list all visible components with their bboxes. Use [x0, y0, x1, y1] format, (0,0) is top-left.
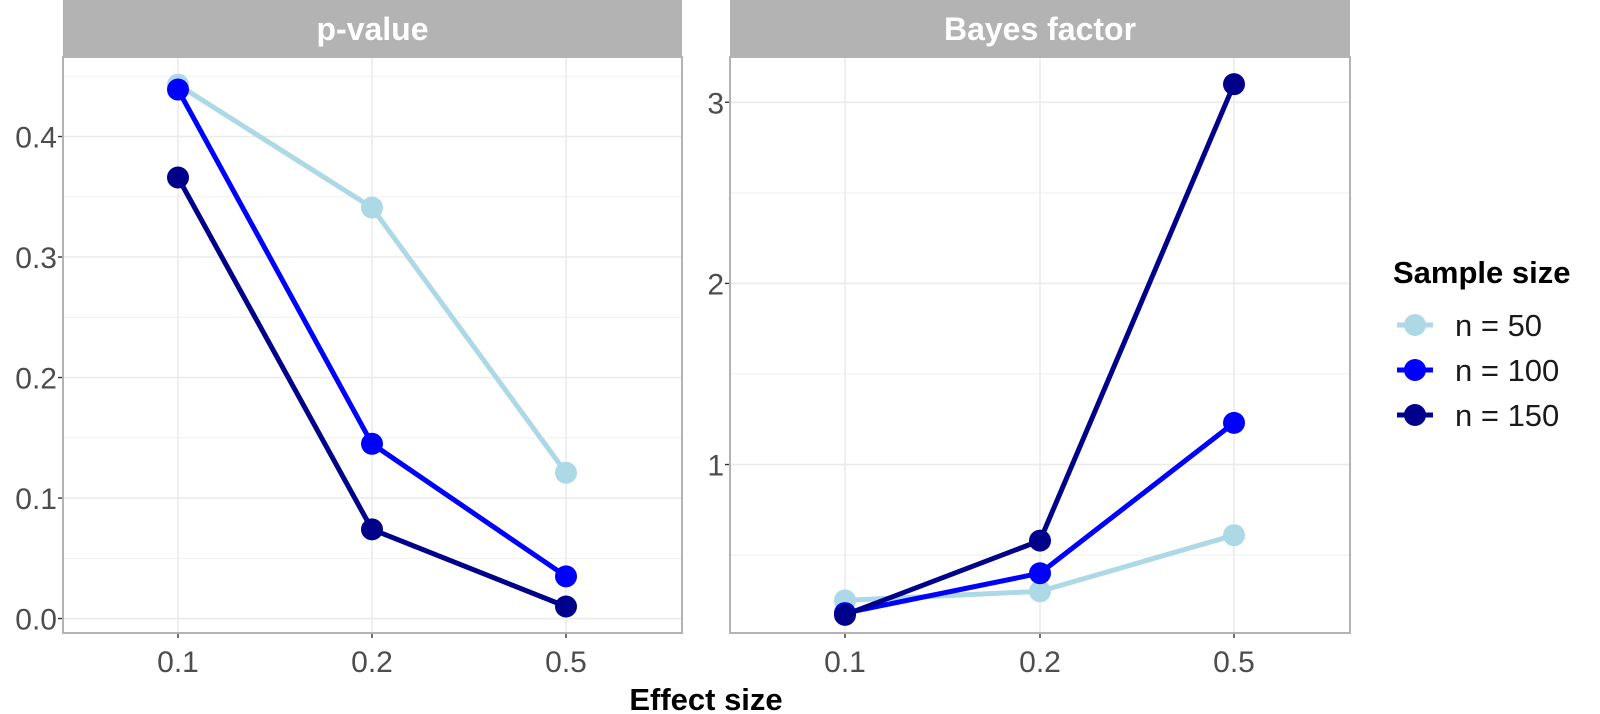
x-tick-label: 0.5 — [545, 646, 587, 679]
x-tick-label: 0.2 — [1019, 646, 1061, 679]
x-tick-label: 0.2 — [351, 646, 393, 679]
data-point-n-150 — [167, 166, 189, 189]
legend-item: n = 100 — [1397, 353, 1559, 388]
facet-strip-title: p-value — [316, 11, 428, 47]
y-tick-label: 0.3 — [15, 242, 57, 275]
facet-strip — [63, 0, 682, 57]
x-tick-label: 0.1 — [824, 646, 866, 679]
data-point-n-50 — [555, 461, 577, 484]
facet-panel-p-value: p-value 0.0 0.1 0.2 0.3 0.4 0.1 0.2 0.5 — [15, 0, 683, 679]
data-point-n-50 — [1029, 580, 1051, 603]
legend-title: Sample size — [1393, 255, 1570, 290]
panel-border — [62, 56, 683, 634]
legend: Sample size n = 50 n = 100 n = 150 — [1393, 255, 1570, 433]
panel-border — [729, 56, 1351, 634]
y-tick-label: 0.2 — [15, 363, 57, 396]
data-point-n-100 — [361, 432, 383, 455]
data-point-n-150 — [1223, 73, 1245, 96]
y-tick-label: 3 — [707, 87, 724, 120]
y-tick-label: 2 — [707, 268, 724, 301]
data-point-n-100 — [555, 565, 577, 588]
legend-item: n = 50 — [1397, 308, 1542, 343]
legend-item: n = 150 — [1397, 398, 1559, 433]
data-point-n-100 — [167, 78, 189, 101]
data-point-n-150 — [1029, 529, 1051, 552]
legend-label: n = 100 — [1455, 353, 1559, 388]
data-point-n-100 — [1029, 562, 1051, 585]
y-tick-label: 0.4 — [15, 122, 57, 155]
legend-items: n = 50 n = 100 n = 150 — [1397, 308, 1559, 433]
data-point-n-150 — [555, 595, 577, 618]
x-tick-label: 0.1 — [157, 646, 199, 679]
y-tick-label: 1 — [707, 450, 724, 483]
legend-key-point — [1404, 359, 1426, 381]
y-tick-label: 0.0 — [15, 604, 57, 637]
data-point-n-150 — [834, 603, 856, 626]
data-point-n-150 — [361, 518, 383, 541]
data-point-n-100 — [1223, 411, 1245, 434]
legend-label: n = 150 — [1455, 398, 1559, 433]
legend-key-point — [1404, 404, 1426, 426]
legend-label: n = 50 — [1455, 308, 1542, 343]
x-axis-title: Effect size — [629, 682, 782, 714]
facet-panel-bayes-factor: Bayes factor 1 2 3 0.1 0.2 0.5 — [707, 0, 1351, 679]
facet-strip-title: Bayes factor — [944, 11, 1136, 47]
x-tick-label: 0.5 — [1213, 646, 1255, 679]
legend-key-point — [1404, 314, 1426, 336]
data-point-n-50 — [1223, 524, 1245, 547]
y-tick-label: 0.1 — [15, 483, 57, 516]
facet-strip — [730, 0, 1350, 57]
data-point-n-50 — [361, 196, 383, 219]
